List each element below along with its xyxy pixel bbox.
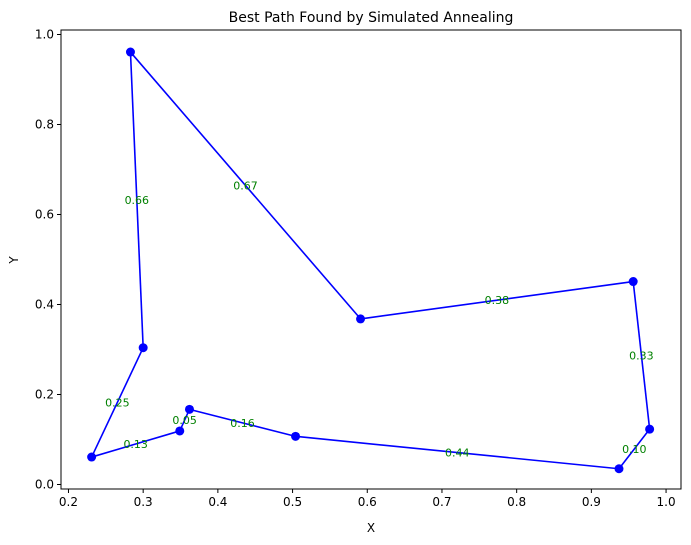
- x-tick-label: 0.3: [134, 495, 153, 509]
- path-segment: [129, 51, 362, 320]
- edge-distance-label: 0.16: [230, 417, 255, 430]
- y-axis-label: Y: [7, 256, 21, 265]
- y-tick-label: 0.4: [35, 298, 54, 312]
- chart-title: Best Path Found by Simulated Annealing: [229, 10, 514, 26]
- x-tick-label: 0.8: [507, 495, 526, 509]
- path-segment: [295, 435, 620, 470]
- path-point: [645, 424, 655, 434]
- path-point: [614, 464, 624, 474]
- x-tick-label: 1.0: [657, 495, 676, 509]
- path-segment: [618, 428, 651, 470]
- path-segment: [632, 281, 651, 430]
- path-point: [356, 314, 366, 324]
- path-point: [87, 452, 97, 462]
- x-tick-label: 0.6: [358, 495, 377, 509]
- y-tick-label: 0.2: [35, 388, 54, 402]
- path-markers: [87, 47, 655, 474]
- path-point: [628, 277, 638, 287]
- plot-frame: [60, 29, 682, 490]
- y-axis: 0.0 0.2 0.4 0.6 0.8 1.0: [35, 28, 61, 492]
- x-tick-label: 0.5: [283, 495, 302, 509]
- x-tick-label: 0.7: [432, 495, 451, 509]
- edge-distance-label: 0.10: [622, 443, 647, 456]
- path-segment: [91, 430, 180, 458]
- path-lines: [90, 51, 651, 470]
- edge-distance-label: 0.13: [123, 438, 148, 451]
- path-segment: [129, 52, 144, 348]
- y-tick-label: 0.6: [35, 208, 54, 222]
- edge-distance-label: 0.38: [485, 294, 510, 307]
- path-point: [125, 47, 135, 57]
- x-tick-label: 0.2: [59, 495, 78, 509]
- x-axis: 0.2 0.3 0.4 0.5 0.6 0.7 0.8 0.9 1.0: [59, 489, 676, 509]
- x-tick-label: 0.9: [582, 495, 601, 509]
- y-tick-label: 1.0: [35, 28, 54, 42]
- edge-distance-label: 0.25: [105, 396, 130, 409]
- y-tick-label: 0.8: [35, 118, 54, 132]
- edge-distance-label: 0.66: [125, 194, 150, 207]
- path-segment: [360, 280, 634, 320]
- path-point: [291, 431, 301, 441]
- edge-distance-label: 0.33: [629, 349, 654, 362]
- edge-distance-label: 0.44: [445, 447, 470, 460]
- edge-distance-label: 0.67: [233, 179, 258, 192]
- edge-labels: 0.38 0.33 0.10 0.44 0.16 0.05 0.13 0.25 0.66 0.67: [105, 179, 654, 459]
- edge-distance-label: 0.05: [172, 414, 197, 427]
- x-axis-label: X: [367, 521, 375, 535]
- path-point: [184, 404, 194, 414]
- path-point: [138, 343, 148, 353]
- x-tick-label: 0.4: [208, 495, 227, 509]
- path-point: [175, 426, 185, 436]
- path-segment: [189, 408, 296, 438]
- y-tick-label: 0.0: [35, 478, 54, 492]
- path-segment: [90, 347, 144, 458]
